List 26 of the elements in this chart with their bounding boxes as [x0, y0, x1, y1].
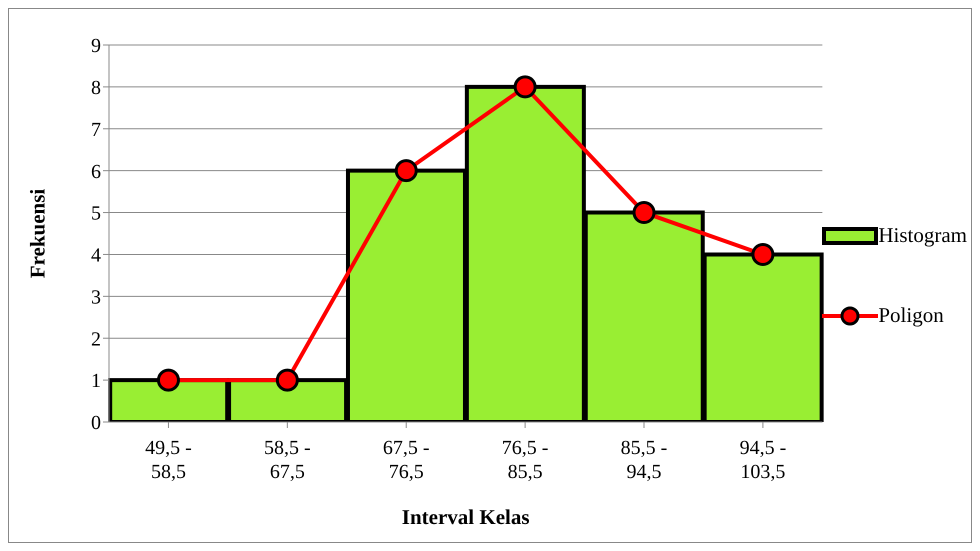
x-tick-label: 94,5 - 103,5	[740, 437, 786, 483]
legend-label: Histogram	[878, 223, 967, 248]
y-tick-label: 4	[91, 244, 101, 267]
legend-label: Poligon	[878, 303, 944, 328]
y-tick-label: 3	[91, 286, 101, 308]
x-tick-label: 85,5 - 94,5	[620, 437, 668, 483]
x-tick-label: 58,5 - 67,5	[264, 437, 311, 483]
x-tick-label: 49,5 - 58,5	[145, 437, 192, 483]
point	[394, 159, 418, 182]
x-tick-label: 76,5 - 85,5	[502, 437, 548, 483]
y-tick-label: 8	[91, 76, 101, 99]
point	[514, 75, 537, 98]
y-axis-title: Frekuensi	[25, 188, 50, 278]
point	[156, 368, 180, 392]
y-tick-label: 6	[91, 160, 101, 183]
y-tick-label: 1	[91, 370, 101, 392]
y-tick-label: 5	[91, 202, 101, 225]
point	[276, 368, 299, 392]
x-axis-title: Interval Kelas	[402, 505, 530, 529]
y-tick-label: 0	[91, 412, 101, 434]
point	[751, 242, 774, 266]
y-tick-label: 2	[91, 328, 101, 350]
y-tick-label: 7	[91, 118, 101, 141]
x-tick-label: 67,5 - 76,5	[382, 437, 430, 483]
y-tick-label: 9	[91, 35, 101, 58]
point	[632, 201, 656, 224]
